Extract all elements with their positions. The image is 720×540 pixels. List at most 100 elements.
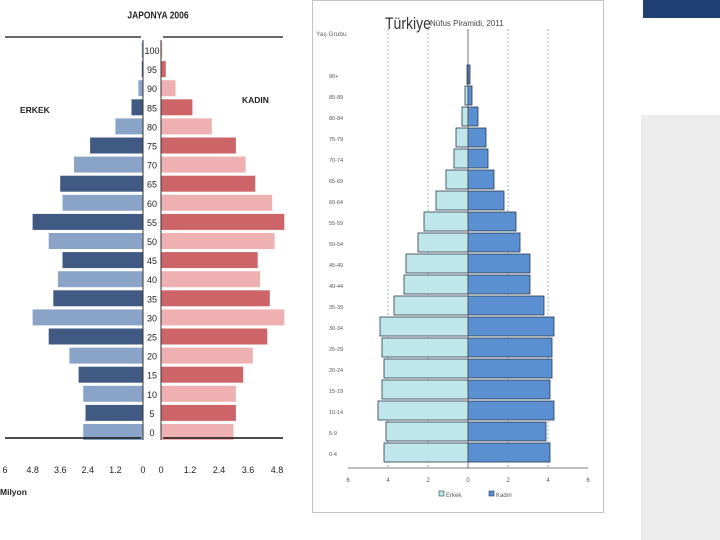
japan-age-label-80: 80 [147, 122, 157, 132]
turkey-age-label-65-69: 65-69 [329, 179, 343, 185]
turkey-age-label-15-19: 15-19 [329, 389, 343, 395]
japan-age-label-0: 0 [149, 428, 154, 438]
turkey-female-bar-85-89 [467, 85, 473, 106]
slide-accent-bar [643, 0, 720, 18]
japan-age-label-15: 15 [147, 371, 157, 381]
japan-x-tick-female-0: 0 [158, 465, 163, 475]
japan-male-bar-35 [53, 290, 143, 307]
japan-male-bar-60 [62, 194, 143, 211]
turkey-age-label-10-14: 10-14 [329, 410, 343, 416]
turkey-female-bar-45-49 [467, 253, 531, 274]
japan-female-bar-25 [161, 328, 268, 345]
japan-male-bar-70 [74, 156, 143, 173]
turkey-x-tick-1: 4 [386, 478, 390, 484]
japan-x-tick-male-2: 3.6 [54, 465, 67, 475]
turkey-female-bar-30-34 [467, 316, 555, 337]
japan-age-label-40: 40 [147, 275, 157, 285]
japan-male-bar-45 [62, 252, 143, 269]
turkey-male-bar-45-49 [405, 253, 469, 274]
japan-male-bar-5 [85, 404, 143, 421]
japan-female-bar-75 [161, 137, 236, 154]
turkey-male-bar-35-39 [393, 295, 469, 316]
japan-female-bar-5 [161, 404, 236, 421]
japan-female-label: KADIN [242, 95, 269, 105]
turkey-female-bar-55-59 [467, 211, 517, 232]
turkey-x-tick-5: 4 [546, 478, 550, 484]
japan-female-bar-45 [161, 252, 258, 269]
turkey-male-bar-50-54 [417, 232, 469, 253]
turkey-female-bar-0-4 [467, 442, 551, 463]
japan-female-bar-0 [161, 424, 234, 440]
japan-age-label-25: 25 [147, 333, 157, 343]
turkey-age-label-75-79: 75-79 [329, 137, 343, 143]
turkey-chart-title: Türkiye [385, 15, 431, 33]
japan-female-bar-95 [161, 61, 166, 78]
japan-male-bar-30 [32, 309, 143, 326]
turkey-male-bar-30-34 [379, 316, 469, 337]
japan-age-label-50: 50 [147, 237, 157, 247]
turkey-x-tick-4: 2 [506, 478, 510, 484]
turkey-male-bar-85-89 [464, 85, 469, 106]
turkey-age-label-5-9: 5-9 [329, 431, 337, 437]
turkey-age-label-70-74: 70-74 [329, 158, 343, 164]
turkey-male-bar-5-9 [385, 421, 469, 442]
turkey-age-label-80-84: 80-84 [329, 116, 343, 122]
turkey-age-label-20-24: 20-24 [329, 368, 343, 374]
turkey-female-bar-10-14 [467, 400, 555, 421]
turkey-x-tick-3: 0 [466, 478, 470, 484]
turkey-male-bar-10-14 [377, 400, 469, 421]
japan-female-bar-30 [161, 309, 285, 326]
japan-male-bar-0 [83, 424, 143, 440]
turkey-male-bar-55-59 [423, 211, 469, 232]
japan-age-label-65: 65 [147, 180, 157, 190]
turkey-female-bar-35-39 [467, 295, 545, 316]
japan-male-bar-75 [90, 137, 143, 154]
japan-female-bar-50 [161, 233, 275, 249]
japan-age-label-35: 35 [147, 294, 157, 304]
japan-pyramid-chart: JAPONYA 2006ERKEKKADIN100959085807570656… [0, 10, 285, 497]
turkey-female-bar-60-64 [467, 190, 505, 211]
turkey-x-tick-6: 6 [586, 478, 590, 484]
turkey-age-label-0-4: 0-4 [329, 452, 337, 458]
turkey-age-label-35-39: 35-39 [329, 305, 343, 311]
japan-x-axis-label: Milyon [0, 487, 27, 497]
turkey-female-bar-20-24 [467, 358, 553, 379]
japan-x-tick-male-5: 0 [140, 465, 145, 475]
japan-female-bar-10 [161, 385, 236, 402]
japan-x-tick-male-3: 2.4 [82, 465, 95, 475]
japan-x-tick-female-4: 4.8 [271, 465, 284, 475]
turkey-chart-panel: Türkiye Nüfus Piramidi, 2011 Yaş Grubu 90+ 8… [312, 0, 604, 513]
japan-male-bar-90 [138, 80, 143, 97]
turkey-chart-subtitle: Nüfus Piramidi, 2011 [430, 19, 504, 28]
turkey-male-bar-60-64 [435, 190, 469, 211]
japan-female-bar-65 [161, 175, 256, 192]
turkey-legend-swatch-male [438, 490, 445, 497]
turkey-age-label-40-44: 40-44 [329, 284, 343, 290]
turkey-male-bar-65-69 [445, 169, 469, 190]
japan-age-label-5: 5 [149, 409, 154, 419]
turkey-male-bar-80-84 [461, 106, 469, 127]
japan-age-label-75: 75 [147, 142, 157, 152]
japan-age-label-55: 55 [147, 218, 157, 228]
japan-male-bar-100 [141, 42, 143, 58]
turkey-male-bar-70-74 [453, 148, 469, 169]
turkey-female-bar-80-84 [467, 106, 479, 127]
japan-female-bar-60 [161, 194, 273, 211]
japan-age-label-100: 100 [144, 46, 159, 56]
turkey-age-label-55-59: 55-59 [329, 221, 343, 227]
japan-x-tick-female-1: 1.2 [184, 465, 197, 475]
japan-age-label-45: 45 [147, 256, 157, 266]
japan-male-bar-65 [60, 175, 144, 192]
japan-male-bar-15 [78, 366, 143, 383]
turkey-pyramid-chart: Türkiye Nüfus Piramidi, 2011 Yaş Grubu 90+ 8… [316, 15, 590, 499]
japan-age-label-20: 20 [147, 352, 157, 362]
japan-age-label-90: 90 [147, 84, 157, 94]
turkey-female-bar-70-74 [467, 148, 489, 169]
japan-female-bar-100 [161, 42, 163, 58]
turkey-female-bar-15-19 [467, 379, 551, 400]
japan-x-tick-male-4: 1.2 [109, 465, 122, 475]
turkey-age-label-30-34: 30-34 [329, 326, 343, 332]
japan-male-bar-20 [69, 347, 143, 364]
turkey-legend-swatch-female [488, 490, 495, 497]
japan-male-bar-25 [48, 328, 144, 345]
